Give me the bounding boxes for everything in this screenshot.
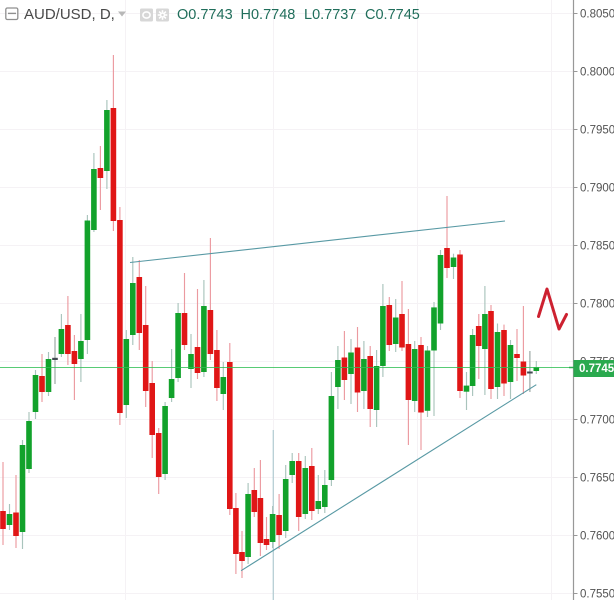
svg-text:0.7600: 0.7600 [580, 531, 614, 543]
svg-text:0.7950: 0.7950 [580, 125, 614, 137]
svg-text:O0.7743: O0.7743 [177, 7, 233, 23]
svg-text:0.8000: 0.8000 [580, 67, 614, 79]
svg-text:0.7850: 0.7850 [580, 241, 614, 253]
svg-text:0.8050: 0.8050 [580, 9, 614, 21]
svg-text:0.7800: 0.7800 [580, 299, 614, 311]
svg-text:C0.7745: C0.7745 [365, 7, 420, 23]
svg-text:AUD/USD, D,: AUD/USD, D, [24, 6, 115, 23]
svg-text:0.7745: 0.7745 [579, 363, 614, 375]
svg-text:L0.7737: L0.7737 [304, 7, 356, 23]
svg-text:H0.7748: H0.7748 [241, 7, 296, 23]
svg-text:0.7900: 0.7900 [580, 183, 614, 195]
svg-text:0.7700: 0.7700 [580, 415, 614, 427]
svg-text:0.7650: 0.7650 [580, 473, 614, 485]
svg-text:0.7550: 0.7550 [580, 589, 614, 600]
